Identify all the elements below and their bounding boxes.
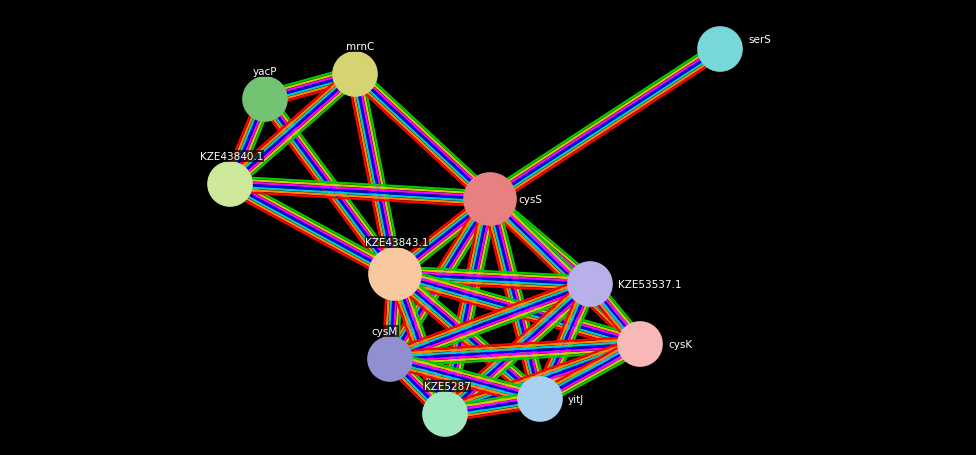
Circle shape bbox=[618, 322, 662, 366]
Circle shape bbox=[208, 162, 252, 207]
Text: mrnC: mrnC bbox=[346, 42, 374, 52]
Text: cysK: cysK bbox=[668, 339, 692, 349]
Text: KZE53537.1: KZE53537.1 bbox=[618, 279, 681, 289]
Text: KZE43843.1: KZE43843.1 bbox=[365, 238, 428, 248]
Text: yacP: yacP bbox=[253, 67, 277, 77]
Text: KZE5287: KZE5287 bbox=[424, 381, 470, 391]
Text: cysS: cysS bbox=[518, 195, 542, 205]
Circle shape bbox=[369, 248, 421, 300]
Circle shape bbox=[568, 263, 612, 306]
Circle shape bbox=[368, 337, 412, 381]
Circle shape bbox=[518, 377, 562, 421]
Circle shape bbox=[698, 28, 742, 72]
Text: yitJ: yitJ bbox=[568, 394, 585, 404]
Circle shape bbox=[243, 78, 287, 122]
Circle shape bbox=[464, 174, 516, 226]
Circle shape bbox=[423, 392, 467, 436]
Text: serS: serS bbox=[748, 35, 771, 45]
Text: KZE43840.1: KZE43840.1 bbox=[200, 152, 264, 162]
Text: cysM: cysM bbox=[372, 326, 398, 336]
Circle shape bbox=[333, 53, 377, 97]
